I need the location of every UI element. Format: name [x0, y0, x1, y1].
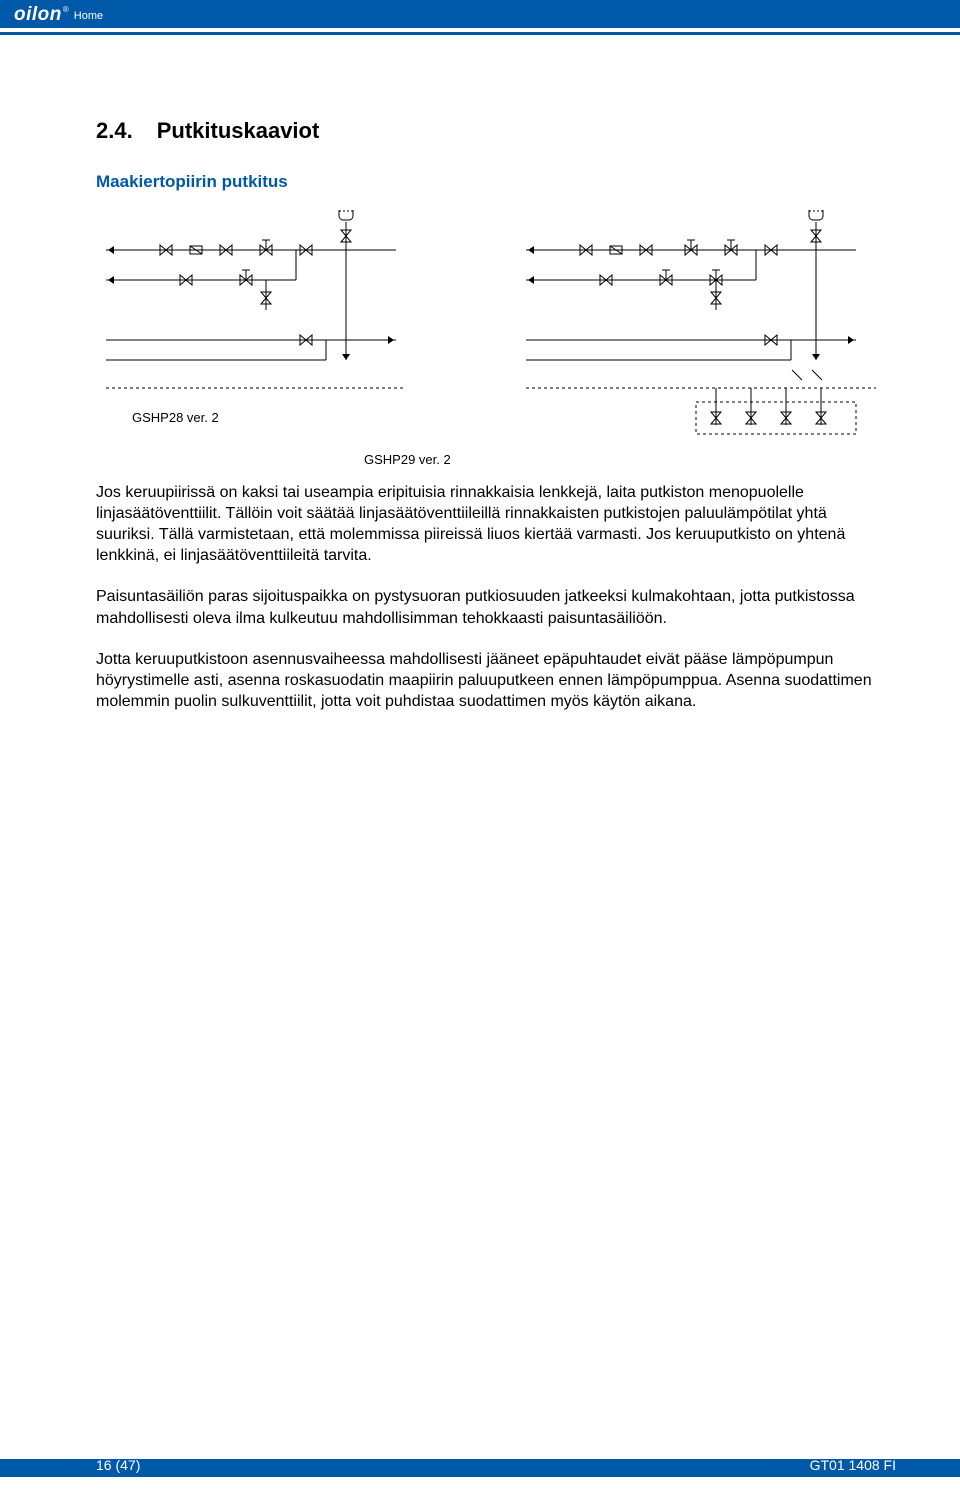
- piping-diagrams: GSHP28 ver. 2 GSHP29 ver. 2: [96, 210, 886, 456]
- paragraph-3: Jotta keruuputkistoon asennusvaiheessa m…: [96, 649, 886, 712]
- footer-doc-id: GT01 1408 FI: [810, 1457, 896, 1473]
- paragraph-2: Paisuntasäiliön paras sijoituspaikka on …: [96, 586, 886, 628]
- body-text: Jos keruupiirissä on kaksi tai useampia …: [96, 482, 886, 712]
- paragraph-1: Jos keruupiirissä on kaksi tai useampia …: [96, 482, 886, 566]
- logo-main: oilon: [14, 4, 62, 26]
- content-area: 2.4. Putkituskaaviot Maakiertopiirin putk…: [96, 118, 886, 732]
- footer-page-number: 16 (47): [96, 1457, 140, 1473]
- section-number: 2.4.: [96, 118, 133, 143]
- section-subheading: Maakiertopiirin putkitus: [96, 172, 886, 192]
- logo-sub: Home: [74, 10, 103, 22]
- diagram-caption-right: GSHP29 ver. 2: [364, 452, 451, 467]
- header-divider: [0, 32, 960, 35]
- brand-logo: oilon ® Home: [14, 4, 103, 24]
- logo-registered: ®: [63, 5, 69, 14]
- section-heading: 2.4. Putkituskaaviot: [96, 118, 886, 144]
- section-title: Putkituskaaviot: [157, 118, 320, 143]
- diagram-caption-left: GSHP28 ver. 2: [132, 410, 219, 425]
- header-bar: oilon ® Home: [0, 0, 960, 28]
- page: oilon ® Home 2.4. Putkituskaaviot Maakier…: [0, 0, 960, 1511]
